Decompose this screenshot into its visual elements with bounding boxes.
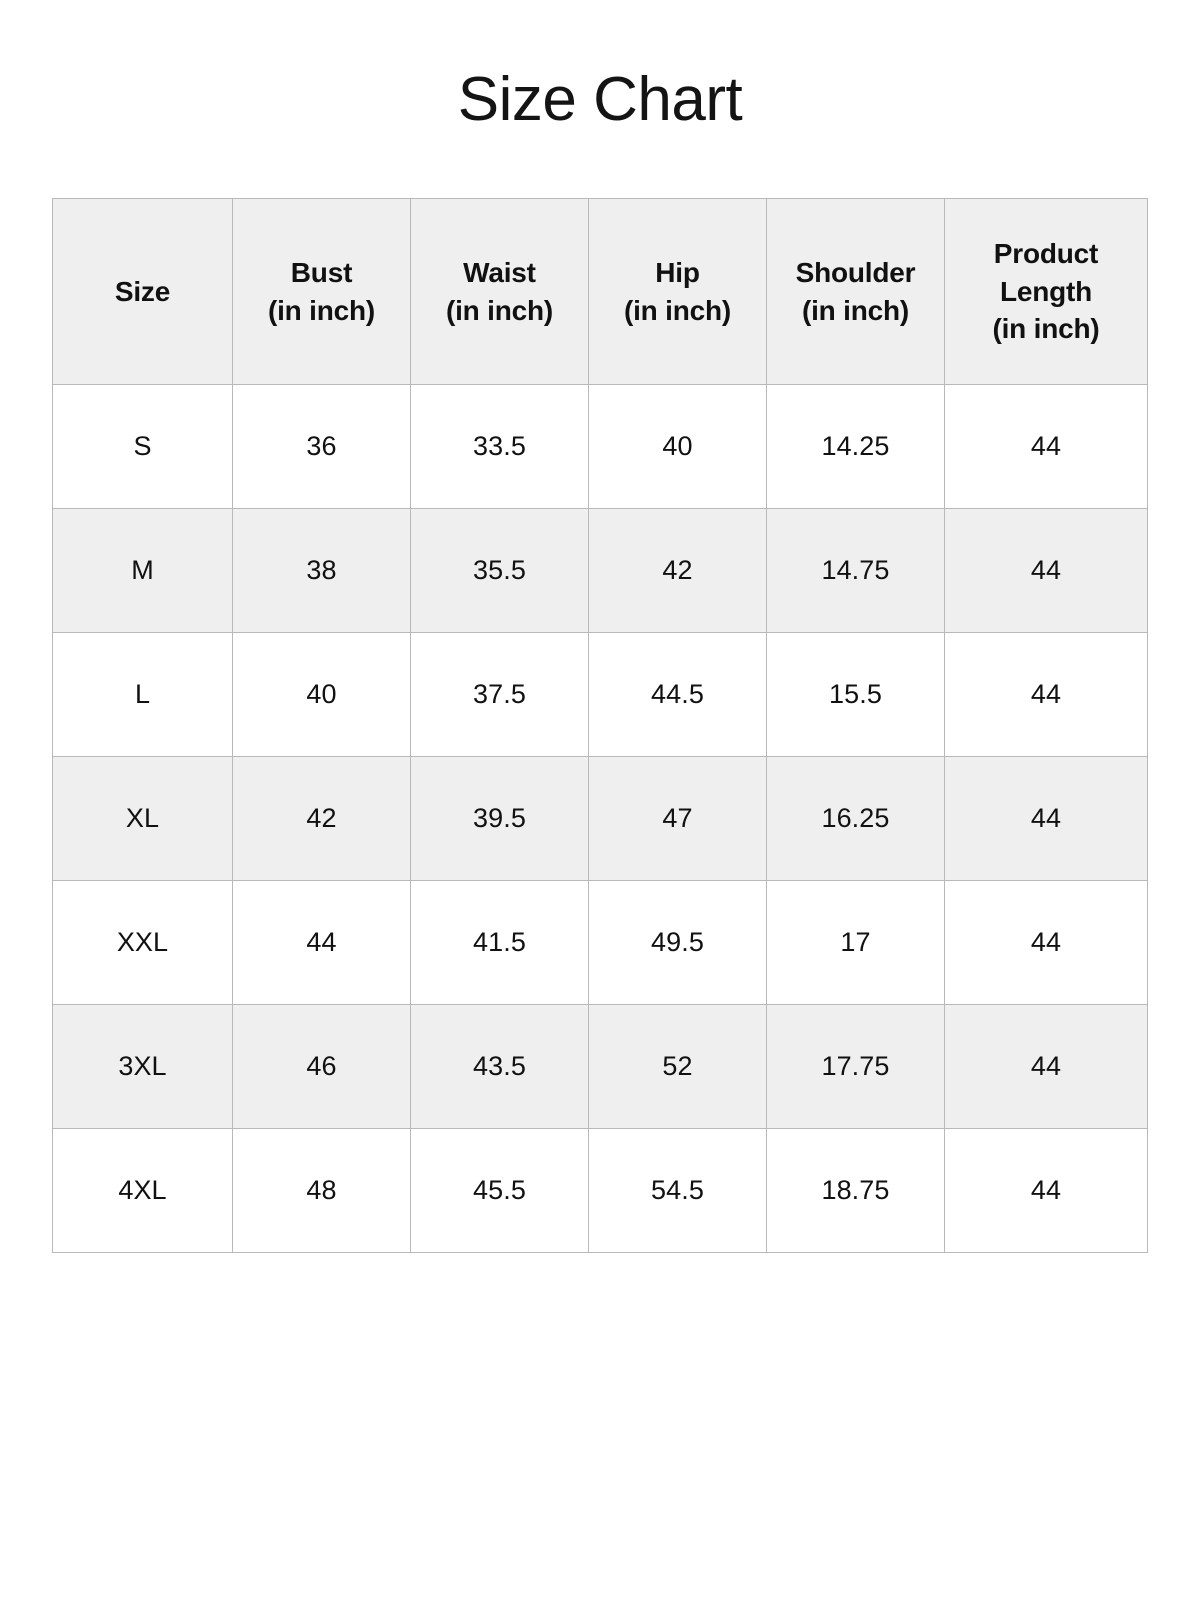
table-row: XXL 44 41.5 49.5 17 44	[52, 880, 1148, 1005]
cell-waist: 37.5	[410, 632, 589, 757]
cell-product-length: 44	[944, 632, 1148, 757]
table-row: 3XL 46 43.5 52 17.75 44	[52, 1004, 1148, 1129]
cell-waist: 39.5	[410, 756, 589, 881]
table-body: S 36 33.5 40 14.25 44 M 38 35.5 42 14.75…	[52, 384, 1148, 1253]
column-header-hip-line2: (in inch)	[623, 294, 732, 326]
table-header: Size Bust (in inch) Waist (in inch) Hip …	[52, 198, 1148, 385]
cell-size: S	[52, 384, 233, 509]
column-header-shoulder: Shoulder (in inch)	[766, 198, 945, 385]
column-header-waist: Waist (in inch)	[410, 198, 589, 385]
size-chart-table: Size Bust (in inch) Waist (in inch) Hip …	[52, 198, 1148, 1253]
cell-shoulder: 18.75	[766, 1128, 945, 1253]
cell-shoulder: 15.5	[766, 632, 945, 757]
cell-product-length: 44	[944, 384, 1148, 509]
cell-product-length: 44	[944, 1004, 1148, 1129]
cell-size: XL	[52, 756, 233, 881]
cell-product-length: 44	[944, 756, 1148, 881]
cell-hip: 52	[588, 1004, 767, 1129]
cell-bust: 42	[232, 756, 411, 881]
cell-bust: 48	[232, 1128, 411, 1253]
cell-shoulder: 14.25	[766, 384, 945, 509]
cell-bust: 38	[232, 508, 411, 633]
column-header-product-length-line2: Length	[999, 275, 1093, 307]
cell-bust: 36	[232, 384, 411, 509]
column-header-bust: Bust (in inch)	[232, 198, 411, 385]
cell-waist: 45.5	[410, 1128, 589, 1253]
column-header-bust-line1: Bust	[290, 256, 353, 288]
column-header-size: Size	[52, 198, 233, 385]
table-row: L 40 37.5 44.5 15.5 44	[52, 632, 1148, 757]
cell-hip: 47	[588, 756, 767, 881]
table-row: S 36 33.5 40 14.25 44	[52, 384, 1148, 509]
cell-shoulder: 17.75	[766, 1004, 945, 1129]
column-header-hip: Hip (in inch)	[588, 198, 767, 385]
table-row: XL 42 39.5 47 16.25 44	[52, 756, 1148, 881]
cell-bust: 40	[232, 632, 411, 757]
page-title: Size Chart	[457, 65, 743, 134]
cell-size: 4XL	[52, 1128, 233, 1253]
cell-product-length: 44	[944, 880, 1148, 1005]
table-row: M 38 35.5 42 14.75 44	[52, 508, 1148, 633]
cell-hip: 49.5	[588, 880, 767, 1005]
column-header-waist-line1: Waist	[463, 256, 536, 288]
cell-waist: 35.5	[410, 508, 589, 633]
column-header-bust-line2: (in inch)	[267, 294, 376, 326]
cell-waist: 33.5	[410, 384, 589, 509]
cell-shoulder: 17	[766, 880, 945, 1005]
cell-size: XXL	[52, 880, 233, 1005]
cell-hip: 54.5	[588, 1128, 767, 1253]
column-header-shoulder-line1: Shoulder	[795, 256, 916, 288]
cell-product-length: 44	[944, 508, 1148, 633]
column-header-waist-line2: (in inch)	[445, 294, 554, 326]
cell-hip: 40	[588, 384, 767, 509]
cell-shoulder: 16.25	[766, 756, 945, 881]
table-header-row: Size Bust (in inch) Waist (in inch) Hip …	[52, 198, 1148, 385]
cell-size: M	[52, 508, 233, 633]
cell-size: 3XL	[52, 1004, 233, 1129]
column-header-product-length-line3: (in inch)	[992, 313, 1100, 345]
column-header-hip-line1: Hip	[655, 256, 700, 288]
cell-hip: 42	[588, 508, 767, 633]
cell-waist: 41.5	[410, 880, 589, 1005]
column-header-size-line1: Size	[114, 275, 171, 307]
column-header-shoulder-line2: (in inch)	[801, 294, 910, 326]
table-row: 4XL 48 45.5 54.5 18.75 44	[52, 1128, 1148, 1253]
cell-size: L	[52, 632, 233, 757]
cell-waist: 43.5	[410, 1004, 589, 1129]
cell-bust: 44	[232, 880, 411, 1005]
cell-product-length: 44	[944, 1128, 1148, 1253]
column-header-product-length-line1: Product	[993, 237, 1099, 269]
cell-bust: 46	[232, 1004, 411, 1129]
size-chart-table-container: Size Bust (in inch) Waist (in inch) Hip …	[52, 198, 1148, 1253]
cell-shoulder: 14.75	[766, 508, 945, 633]
cell-hip: 44.5	[588, 632, 767, 757]
column-header-product-length: Product Length (in inch)	[944, 198, 1148, 385]
